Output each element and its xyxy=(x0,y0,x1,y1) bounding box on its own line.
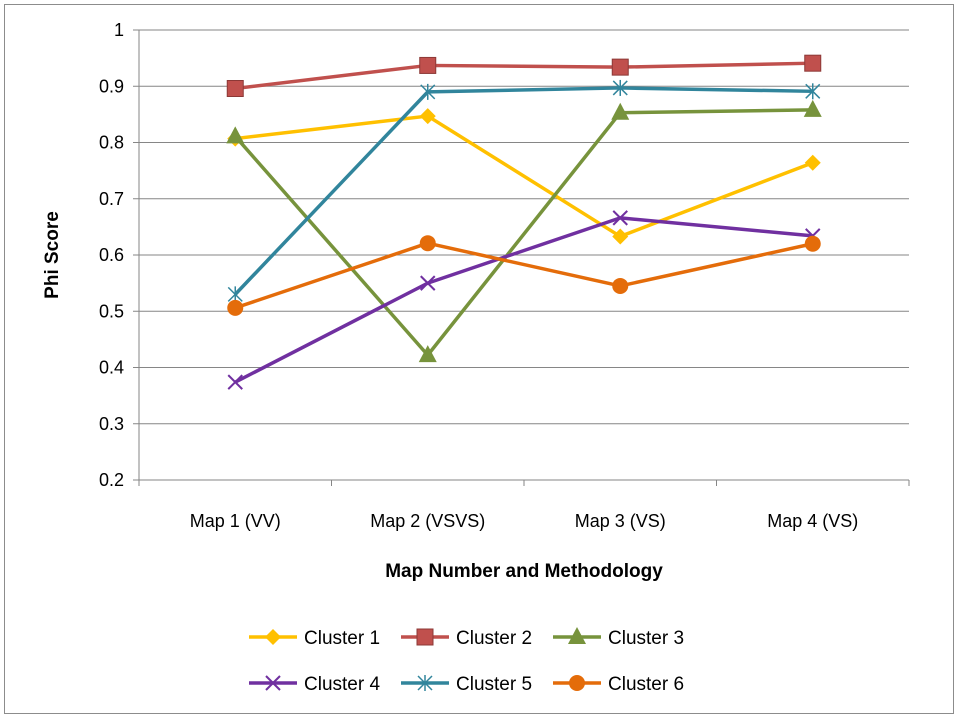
legend-item: Cluster 4 xyxy=(249,674,380,695)
chart-frame xyxy=(4,4,954,714)
legend-marker xyxy=(265,629,281,645)
legend-marker xyxy=(265,675,281,691)
data-point-marker xyxy=(611,58,629,76)
data-point-marker xyxy=(612,228,629,245)
legend-item: Cluster 2 xyxy=(401,628,532,649)
series-line xyxy=(233,86,813,296)
data-point-marker xyxy=(804,235,821,252)
y-tick-label: 0.2 xyxy=(99,470,124,490)
x-tick-label: Map 2 (VSVS) xyxy=(370,511,485,531)
y-tick-label: 0.8 xyxy=(99,133,124,153)
series-1 xyxy=(227,108,821,245)
data-point-marker xyxy=(805,83,821,100)
legend-label: Cluster 6 xyxy=(608,674,684,695)
legend-label: Cluster 2 xyxy=(456,628,532,649)
legend-marker xyxy=(569,675,585,691)
data-point-marker xyxy=(612,277,629,294)
data-point-marker xyxy=(420,275,436,291)
series-5 xyxy=(227,79,821,303)
legend-marker xyxy=(416,628,434,646)
series-6 xyxy=(227,235,821,316)
data-point-marker xyxy=(804,154,821,171)
data-point-marker xyxy=(419,108,436,125)
legend-label: Cluster 1 xyxy=(304,628,380,649)
y-tick-label: 0.9 xyxy=(99,76,124,96)
data-point-marker xyxy=(611,102,630,120)
y-tick-label: 1 xyxy=(114,20,124,40)
legend: Cluster 1 Cluster 2 Cluster 3 Cluster 4 Clus… xyxy=(249,627,684,695)
series-line xyxy=(234,241,814,310)
data-point-marker xyxy=(418,345,437,363)
legend-label: Cluster 5 xyxy=(456,674,532,695)
series-line xyxy=(235,61,813,91)
x-axis-title: Map Number and Methodology xyxy=(385,561,663,582)
data-point-marker xyxy=(226,80,244,97)
y-tick-label: 0.4 xyxy=(99,358,124,378)
data-point-marker xyxy=(612,79,628,96)
x-tick-label: Map 1 (VV) xyxy=(190,511,281,531)
data-point-marker xyxy=(804,54,822,72)
legend-label: Cluster 4 xyxy=(304,674,380,695)
y-tick-label: 0.6 xyxy=(99,245,124,265)
y-tick-label: 0.7 xyxy=(99,189,124,209)
series-line xyxy=(233,108,813,357)
data-point-marker xyxy=(803,99,822,117)
data-point-marker xyxy=(226,126,245,144)
legend-item: Cluster 3 xyxy=(553,627,684,649)
data-point-marker xyxy=(227,299,244,316)
series-line xyxy=(235,114,814,239)
data-point-marker xyxy=(227,286,243,303)
legend-marker xyxy=(417,675,433,691)
data-point-marker xyxy=(227,374,243,390)
series-lines xyxy=(226,54,822,390)
data-point-marker xyxy=(612,210,628,226)
data-point-marker xyxy=(419,235,436,252)
legend-item: Cluster 6 xyxy=(553,674,684,695)
series-line xyxy=(234,216,813,384)
series-2 xyxy=(226,54,822,97)
series-4 xyxy=(227,210,821,390)
x-tick-label: Map 3 (VS) xyxy=(575,511,666,531)
y-tick-label: 0.3 xyxy=(99,414,124,434)
legend-item: Cluster 5 xyxy=(401,674,532,695)
y-axis-title: Phi Score xyxy=(42,211,63,299)
series-3 xyxy=(226,99,822,363)
gridlines xyxy=(139,29,909,481)
axes: 0.2 0.3 0.4 0.5 0.6 0.7 0.8 0.9 1 Map 1 (VV) Map 2… xyxy=(99,20,910,531)
legend-marker xyxy=(568,627,586,644)
legend-label: Cluster 3 xyxy=(608,628,684,649)
legend-item: Cluster 1 xyxy=(249,628,380,649)
data-point-marker xyxy=(420,83,436,100)
data-point-marker xyxy=(419,56,437,74)
y-tick-label: 0.5 xyxy=(99,301,124,321)
x-tick-label: Map 4 (VS) xyxy=(767,511,858,531)
